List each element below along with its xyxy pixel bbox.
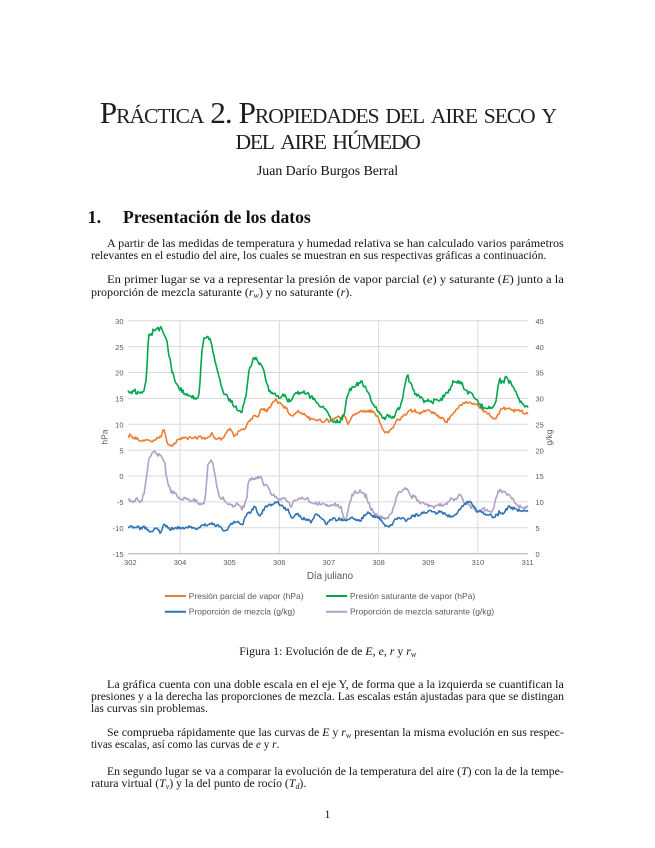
svg-text:25: 25 [115,343,123,352]
svg-text:25: 25 [536,420,544,429]
svg-text:40: 40 [536,343,544,352]
svg-text:30: 30 [115,317,123,326]
svg-text:g/kg: g/kg [544,429,554,445]
svg-text:15: 15 [115,395,123,404]
svg-text:302: 302 [124,558,137,567]
svg-text:Proporción de mezcla (g/kg): Proporción de mezcla (g/kg) [189,607,295,617]
svg-text:0: 0 [536,550,540,559]
svg-text:305: 305 [223,558,236,567]
svg-text:306: 306 [273,558,286,567]
svg-text:45: 45 [536,317,544,326]
svg-text:310: 310 [472,558,485,567]
svg-text:Presión parcial de vapor (hPa): Presión parcial de vapor (hPa) [189,591,304,601]
svg-text:hPa: hPa [100,429,110,444]
svg-text:-10: -10 [113,524,124,533]
svg-text:20: 20 [536,446,544,455]
svg-text:10: 10 [536,498,544,507]
svg-text:0: 0 [119,472,123,481]
svg-text:15: 15 [536,472,544,481]
svg-text:307: 307 [323,558,336,567]
svg-text:304: 304 [174,558,187,567]
svg-text:Proporción de mezcla saturante: Proporción de mezcla saturante (g/kg) [350,607,494,617]
svg-text:20: 20 [115,369,123,378]
svg-text:311: 311 [522,558,534,567]
svg-text:35: 35 [536,369,544,378]
svg-text:5: 5 [119,446,123,455]
svg-text:10: 10 [115,420,123,429]
svg-text:5: 5 [536,524,540,533]
svg-text:309: 309 [422,558,435,567]
svg-text:30: 30 [536,395,544,404]
svg-text:-15: -15 [113,550,124,559]
svg-text:-5: -5 [117,498,124,507]
svg-text:Día juliano: Día juliano [307,571,354,582]
svg-text:Presión saturante de vapor (hP: Presión saturante de vapor (hPa) [350,591,475,601]
svg-text:308: 308 [372,558,385,567]
